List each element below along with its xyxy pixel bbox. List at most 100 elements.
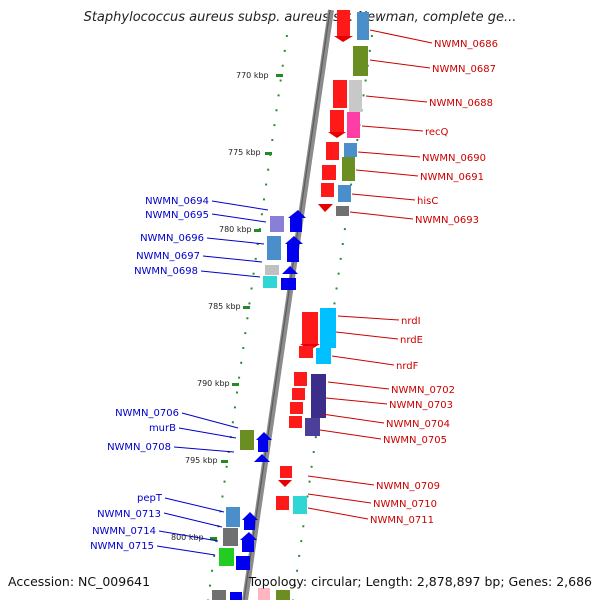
- gene-label: NWMN_0694: [145, 196, 209, 207]
- gene-feature: [302, 312, 318, 344]
- tick-marks: [210, 74, 283, 540]
- genome-backbone: [242, 9, 334, 600]
- gene-feature: [236, 556, 250, 570]
- gene-feature: [294, 372, 307, 386]
- gene-feature: [338, 185, 351, 202]
- gene-feature: [276, 496, 289, 510]
- gene-feature: [276, 590, 290, 600]
- tick-label-790: 790 kbp: [197, 379, 230, 388]
- gene-feature: [290, 402, 303, 414]
- gene-label: NWMN_0702: [391, 385, 455, 396]
- gene-feature: [322, 165, 336, 180]
- gene-feature: [263, 276, 277, 288]
- gene-label: pepT: [137, 493, 163, 504]
- gene-feature: [316, 348, 331, 364]
- gene-label: NWMN_0709: [376, 481, 440, 492]
- gene-features[interactable]: [212, 10, 369, 600]
- gene-feature: [353, 46, 368, 76]
- gene-label: NWMN_0705: [383, 435, 447, 446]
- gene-feature: [230, 592, 242, 600]
- gene-label: NWMN_0696: [140, 233, 204, 244]
- gene-label: nrdE: [400, 335, 423, 346]
- gene-label: nrdF: [396, 361, 419, 372]
- gene-feature: [318, 204, 333, 212]
- gene-feature: [305, 418, 320, 436]
- gene-feature: [349, 80, 362, 112]
- gene-feature: [223, 528, 238, 546]
- gene-feature: [326, 142, 339, 160]
- tick-label-775: 775 kbp: [228, 148, 261, 157]
- gene-label: NWMN_0695: [145, 210, 209, 221]
- gene-feature: [337, 10, 350, 36]
- gene-label: recQ: [425, 127, 449, 138]
- gene-feature: [299, 346, 313, 358]
- gene-label: NWMN_0688: [429, 98, 493, 109]
- gene-feature: [344, 143, 357, 157]
- gene-label: NWMN_0714: [92, 526, 156, 537]
- gene-label: NWMN_0697: [136, 251, 200, 262]
- gene-feature: [347, 112, 360, 138]
- gene-feature: [311, 374, 326, 418]
- gene-label: NWMN_0713: [97, 509, 161, 520]
- gene-label: NWMN_0691: [420, 172, 484, 183]
- gene-feature: [267, 236, 281, 260]
- gene-feature: [293, 496, 307, 514]
- gene-feature: [282, 266, 298, 274]
- gene-feature: [212, 590, 226, 600]
- gene-feature: [289, 416, 302, 428]
- tick-label-795: 795 kbp: [185, 456, 218, 465]
- gene-feature: [357, 12, 369, 40]
- gene-label: NWMN_0693: [415, 215, 479, 226]
- gene-feature: [288, 210, 306, 232]
- gene-label: NWMN_0686: [434, 39, 498, 50]
- accession-text: Accession: NC_009641: [8, 574, 151, 589]
- forward-gene-labels[interactable]: NWMN_0694 NWMN_0695 NWMN_0696 NWMN_0697 …: [90, 196, 209, 552]
- gene-feature: [265, 265, 279, 275]
- gene-label: NWMN_0710: [373, 499, 437, 510]
- gene-feature: [330, 110, 344, 132]
- gene-feature: [258, 588, 270, 600]
- gene-label: NWMN_0698: [134, 266, 198, 277]
- gene-feature: [334, 36, 353, 42]
- gene-label: hisC: [417, 196, 438, 207]
- gene-feature: [240, 532, 257, 552]
- tick-label-770: 770 kbp: [236, 71, 269, 80]
- gene-feature: [254, 454, 270, 462]
- gene-feature: [226, 507, 240, 527]
- gene-feature: [292, 388, 305, 400]
- tick-label-780: 780 kbp: [219, 225, 252, 234]
- gene-feature: [285, 236, 303, 262]
- gene-feature: [328, 132, 346, 138]
- tick-labels: 770 kbp 775 kbp 780 kbp 785 kbp 790 kbp …: [171, 71, 269, 542]
- gene-feature: [280, 466, 292, 478]
- map-title: Staphylococcus aureus subsp. aureus str.…: [83, 10, 517, 25]
- gene-feature: [278, 480, 292, 487]
- gene-feature: [321, 183, 334, 197]
- gene-label: NWMN_0706: [115, 408, 179, 419]
- gene-label: NWMN_0711: [370, 515, 434, 526]
- reverse-gene-labels[interactable]: NWMN_0686 NWMN_0687 NWMN_0688 recQ NWMN_…: [370, 39, 498, 526]
- gene-label: NWMN_0708: [107, 442, 171, 453]
- gene-label: NWMN_0703: [389, 400, 453, 411]
- gene-feature: [219, 548, 234, 566]
- gene-feature: [320, 308, 336, 348]
- tick-label-785: 785 kbp: [208, 302, 241, 311]
- gene-label: NWMN_0690: [422, 153, 486, 164]
- reverse-leaders: [307, 29, 433, 520]
- gene-label: NWMN_0704: [386, 419, 450, 430]
- genome-summary-text: Topology: circular; Length: 2,878,897 bp…: [248, 574, 592, 589]
- tick-label-800: 800 kbp: [171, 533, 204, 542]
- gene-feature: [242, 512, 258, 530]
- gene-label: NWMN_0687: [432, 64, 496, 75]
- gene-label: NWMN_0715: [90, 541, 154, 552]
- gene-feature: [333, 80, 347, 108]
- gene-feature: [270, 216, 284, 232]
- gene-feature: [240, 430, 254, 450]
- gene-feature: [336, 206, 349, 216]
- gene-feature: [256, 432, 272, 452]
- gene-label: murB: [149, 423, 176, 434]
- gene-label: nrdI: [401, 316, 421, 327]
- forward-leaders: [156, 200, 269, 556]
- gene-feature: [281, 278, 296, 290]
